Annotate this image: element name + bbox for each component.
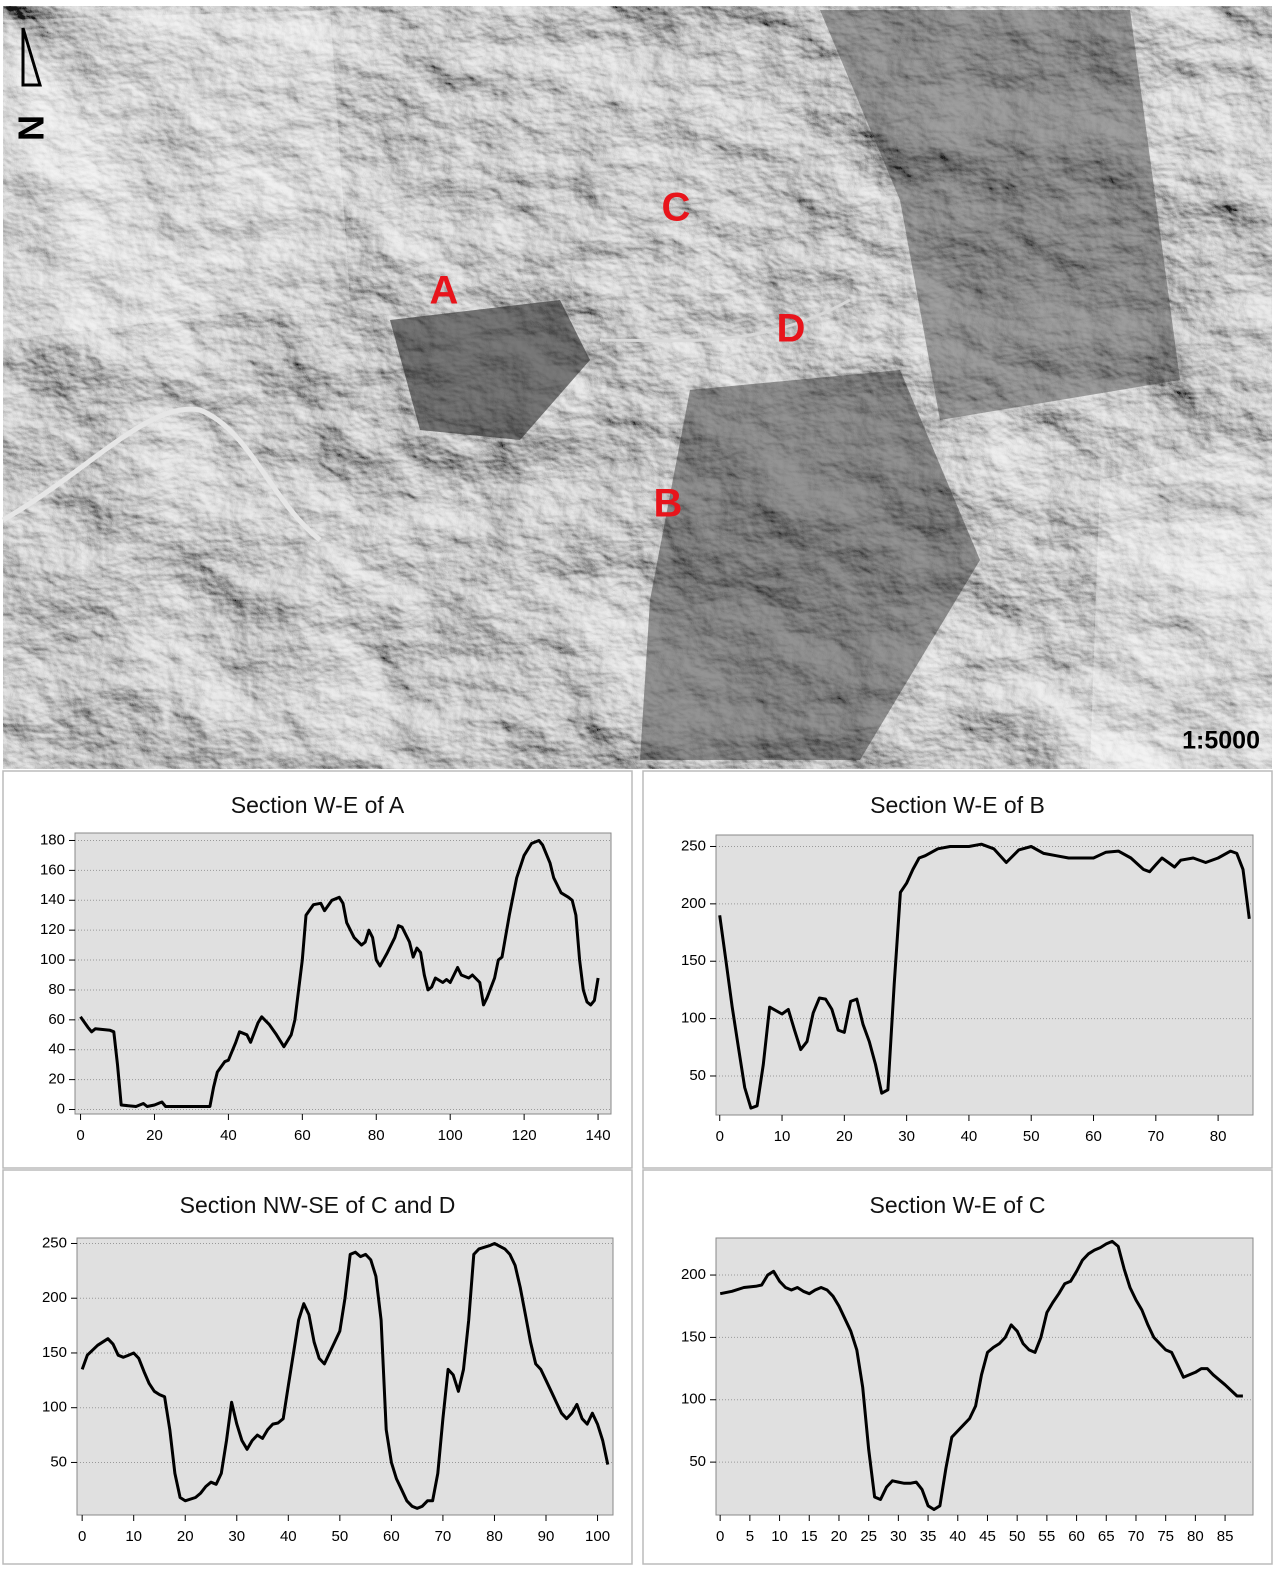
- scale-label: 1:5000: [1182, 727, 1260, 755]
- plot-area: [716, 1238, 1253, 1515]
- x-tick-label: 40: [949, 1528, 966, 1545]
- y-tick-label: 250: [42, 1234, 67, 1251]
- x-tick-label: 80: [486, 1528, 503, 1545]
- y-tick-label: 100: [681, 1010, 706, 1027]
- y-tick-label: 50: [50, 1453, 67, 1470]
- x-tick-label: 0: [78, 1528, 86, 1545]
- y-tick-label: 200: [681, 895, 706, 912]
- y-tick-label: 0: [57, 1100, 65, 1117]
- plot-area: [75, 833, 611, 1114]
- y-tick-label: 100: [42, 1399, 67, 1416]
- y-tick-label: 50: [689, 1453, 706, 1470]
- chart: Section NW-SE of C and D 50 100 150 200 250 0 1…: [3, 1170, 632, 1564]
- x-tick-label: 140: [586, 1127, 611, 1144]
- y-tick-label: 250: [681, 837, 706, 854]
- x-tick-label: 80: [1187, 1528, 1204, 1545]
- y-tick-label: 150: [681, 952, 706, 969]
- chart: Section W-E of B 50 100 150 200 250 0 10 20 30 40 5…: [643, 771, 1272, 1168]
- x-tick-label: 70: [435, 1528, 452, 1545]
- x-tick-label: 0: [716, 1128, 724, 1145]
- y-tick-label: 180: [40, 831, 65, 848]
- x-tick-label: 10: [771, 1528, 788, 1545]
- x-tick-label: 40: [961, 1128, 978, 1145]
- plot-area: [77, 1238, 613, 1515]
- map-label: B: [654, 482, 683, 526]
- x-tick-label: 100: [585, 1528, 610, 1545]
- x-tick-label: 85: [1217, 1528, 1234, 1545]
- map-label: D: [777, 307, 806, 351]
- x-tick-label: 50: [1009, 1528, 1026, 1545]
- x-tick-label: 45: [979, 1528, 996, 1545]
- x-tick-label: 15: [801, 1528, 818, 1545]
- y-tick-label: 80: [48, 981, 65, 998]
- x-tick-label: 80: [1210, 1128, 1227, 1145]
- x-tick-label: 60: [383, 1528, 400, 1545]
- page: N A B C D 1:5000 Section W-E of A 0 20 40 60…: [0, 0, 1274, 1570]
- y-tick-label: 100: [681, 1391, 706, 1408]
- x-tick-label: 70: [1147, 1128, 1164, 1145]
- y-tick-label: 200: [42, 1289, 67, 1306]
- figure: N A B C D 1:5000 Section W-E of A 0 20 40 60…: [0, 0, 1274, 1565]
- x-tick-label: 55: [1039, 1528, 1056, 1545]
- y-tick-label: 60: [48, 1011, 65, 1028]
- x-tick-label: 65: [1098, 1528, 1115, 1545]
- y-tick-label: 50: [689, 1067, 706, 1084]
- x-tick-label: 60: [1068, 1528, 1085, 1545]
- y-tick-label: 140: [40, 891, 65, 908]
- x-tick-label: 40: [220, 1127, 237, 1144]
- x-tick-label: 20: [836, 1128, 853, 1145]
- x-tick-label: 70: [1128, 1528, 1145, 1545]
- map-label: A: [430, 269, 459, 313]
- x-tick-label: 90: [538, 1528, 555, 1545]
- x-tick-label: 80: [368, 1127, 385, 1144]
- y-tick-label: 20: [48, 1071, 65, 1088]
- x-tick-label: 30: [890, 1528, 907, 1545]
- x-tick-label: 50: [332, 1528, 349, 1545]
- x-tick-label: 120: [512, 1127, 537, 1144]
- y-tick-label: 160: [40, 861, 65, 878]
- chart-title: Section W-E of B: [870, 792, 1045, 818]
- x-tick-label: 50: [1023, 1128, 1040, 1145]
- x-tick-label: 0: [716, 1528, 724, 1545]
- x-tick-label: 25: [860, 1528, 877, 1545]
- y-tick-label: 200: [681, 1266, 706, 1283]
- x-tick-label: 30: [898, 1128, 915, 1145]
- x-tick-label: 20: [831, 1528, 848, 1545]
- x-tick-label: 40: [280, 1528, 297, 1545]
- x-tick-label: 20: [177, 1528, 194, 1545]
- x-tick-label: 75: [1157, 1528, 1174, 1545]
- x-tick-label: 10: [774, 1128, 791, 1145]
- north-label: N: [10, 115, 51, 141]
- chart-title: Section W-E of C: [870, 1192, 1046, 1218]
- y-tick-label: 150: [681, 1328, 706, 1345]
- chart: Section W-E of C 50 100 150 200 0 5 10 15 20 25 30 3…: [643, 1170, 1272, 1564]
- hillshade-map: N A B C D 1:5000: [3, 6, 1272, 769]
- x-tick-label: 30: [228, 1528, 245, 1545]
- x-tick-label: 10: [125, 1528, 142, 1545]
- y-tick-label: 40: [48, 1041, 65, 1058]
- chart-title: Section W-E of A: [231, 792, 405, 818]
- chart: Section W-E of A 0 20 40 60 80 100 120 140 160 180…: [3, 771, 632, 1168]
- x-tick-label: 60: [294, 1127, 311, 1144]
- y-tick-label: 120: [40, 921, 65, 938]
- y-tick-label: 150: [42, 1344, 67, 1361]
- y-tick-label: 100: [40, 951, 65, 968]
- map-label: C: [662, 186, 691, 230]
- x-tick-label: 35: [920, 1528, 937, 1545]
- x-tick-label: 100: [438, 1127, 463, 1144]
- x-tick-label: 60: [1085, 1128, 1102, 1145]
- chart-title: Section NW-SE of C and D: [180, 1192, 456, 1218]
- x-tick-label: 0: [76, 1127, 84, 1144]
- x-tick-label: 5: [746, 1528, 754, 1545]
- plot-area: [716, 835, 1253, 1115]
- x-tick-label: 20: [146, 1127, 163, 1144]
